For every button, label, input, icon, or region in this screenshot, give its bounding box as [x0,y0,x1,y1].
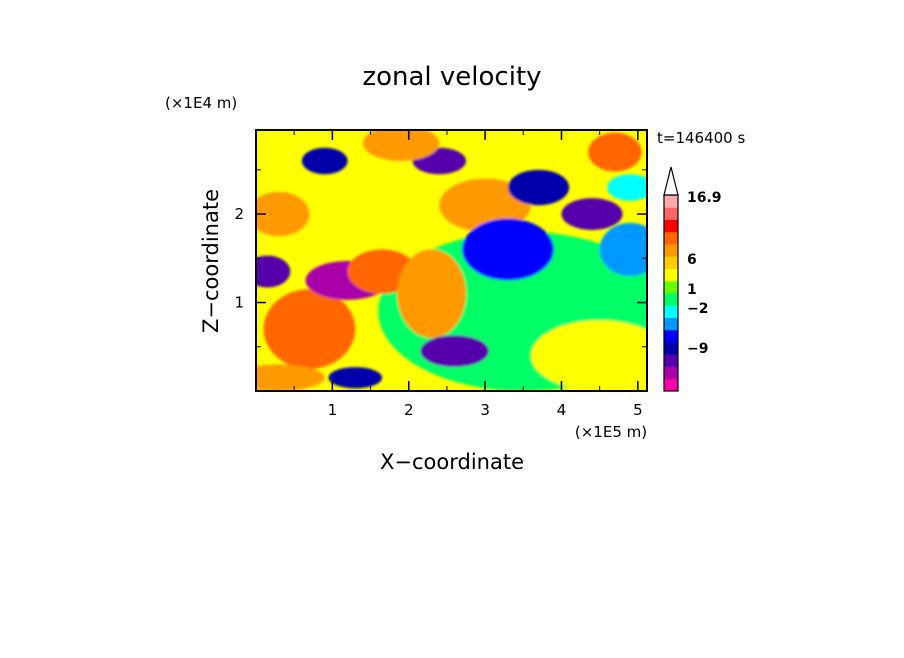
field-feature [397,249,467,338]
colorbar-label: 16.9 [687,190,722,206]
colorbar-swatch [664,219,678,233]
colorbar-swatch [664,317,678,331]
field-feature [607,174,647,201]
colorbar-swatch [664,256,678,269]
field-feature [362,130,440,161]
field-feature [599,222,647,276]
x-unit-label: (×1E5 m) [575,423,647,441]
colorbar-swatch [664,366,678,380]
colorbar-label: −9 [687,341,708,357]
colorbar-swatch [664,354,678,367]
x-tick-label: 4 [557,401,567,419]
colorbar-swatch [664,280,678,294]
plot-frame [255,129,648,392]
field-feature [256,255,291,288]
field-feature [301,147,348,175]
colorbar-swatch [664,268,678,282]
colorbar-swatch [664,195,678,208]
time-label: t=146400 s [657,129,745,147]
colorbar-label: 1 [687,282,697,298]
colorbar-swatch [664,244,678,257]
field-feature [328,367,383,389]
colorbar-label: −2 [687,301,708,317]
x-tick-label: 5 [633,401,643,419]
velocity-field [256,130,647,391]
colorbar-swatch [664,342,678,355]
field-feature [508,169,570,206]
y-unit-label: (×1E4 m) [165,94,237,112]
colorbar-swatch [664,329,678,343]
colorbar-swatch [664,378,678,392]
colorbar-swatch [664,305,678,318]
x-tick-label: 2 [404,401,414,419]
field-feature [256,364,325,391]
field-feature [256,191,310,237]
field-feature [263,289,356,369]
colorbar-label: 6 [687,252,697,268]
x-axis-title: X−coordinate [380,450,524,474]
colorbar-swatch [664,231,678,245]
chart-title: zonal velocity [362,62,541,92]
field-feature [561,198,623,230]
colorbar-swatch [664,207,678,220]
x-tick-label: 1 [328,401,338,419]
x-tick-label: 3 [480,401,490,419]
colorbar-extend-arrow [663,166,679,196]
colorbar-swatch [664,293,678,306]
colorbar: 16.9 6 1 −2 −9 [663,166,722,392]
y-axis: 12 [234,169,647,348]
field-feature [530,320,647,391]
field-feature [420,335,489,368]
y-tick-label: 1 [234,294,244,312]
y-axis-title: Z−coordinate [199,189,223,333]
field-feature [462,218,554,281]
x-axis: 1 2 3 4 5 [293,130,643,419]
y-tick-label: 2 [234,205,244,223]
field-feature [588,132,642,172]
